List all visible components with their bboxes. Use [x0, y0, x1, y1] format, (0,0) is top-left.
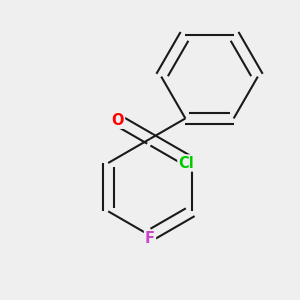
Text: Cl: Cl [178, 155, 194, 170]
Text: F: F [145, 231, 155, 246]
Text: O: O [112, 113, 124, 128]
